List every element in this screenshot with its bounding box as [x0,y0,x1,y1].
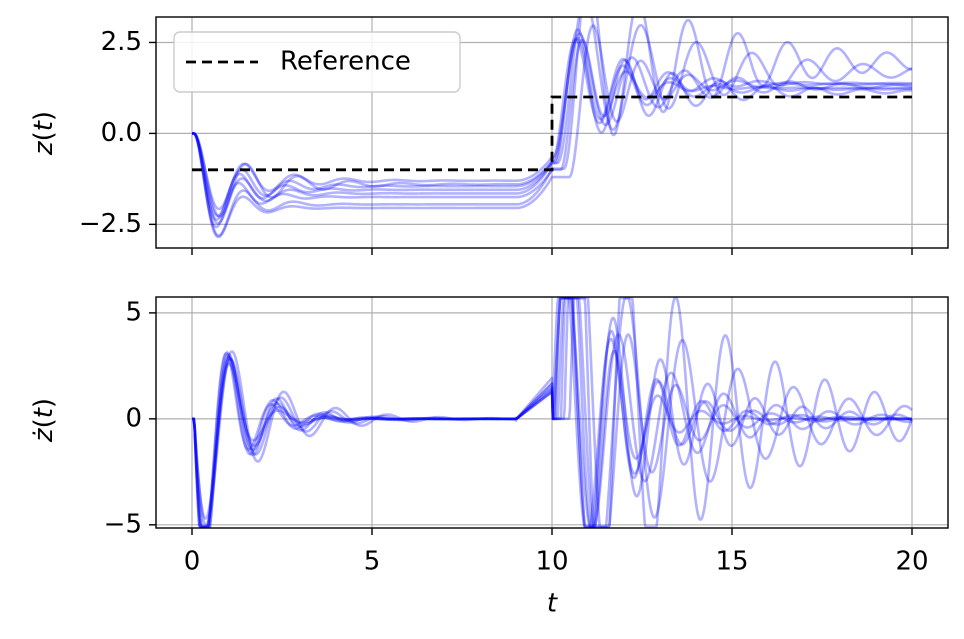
top-ticks: −2.5 0.0 2.5 [79,27,913,255]
y-label-paren-close: ) [29,111,59,121]
bottom-y-tick-label-1: 0 [125,403,142,433]
x-axis-label: t [547,589,558,619]
bottom-x-tick-label-2: 10 [535,547,568,577]
legend-box [173,31,461,93]
y-label-var: z [29,140,59,156]
bottom-run-line-0 [191,297,913,528]
bottom-x-tick-label-1: 5 [364,547,381,577]
y-label-paren-open: ( [29,418,59,428]
bottom-panel: 0 5 10 15 20−505 ż(t) t [29,296,949,619]
top-y-tick-label-0: −2.5 [79,209,142,239]
y-label-var: ż [29,427,59,443]
legend-reference-label: Reference [280,47,411,77]
bottom-run-line-4 [191,297,913,528]
bottom-x-tick-label-0: 0 [184,547,201,577]
bottom-grid [156,297,948,528]
top-panel: −2.5 0.0 2.5 z(t) Reference [29,16,949,255]
bottom-runs [191,297,914,528]
bottom-y-axis-label: ż(t) [29,398,59,443]
bottom-ticks: 0 5 10 15 20 −5 0 5 [104,297,929,576]
legend: Reference [173,31,461,93]
reference-line [192,95,912,172]
bottom-x-tick-label-3: 15 [715,547,748,577]
y-label-paren-close: ) [29,398,59,408]
top-run-line-0 [191,37,913,218]
top-run-line-7 [191,24,913,239]
top-y-tick-label-1: 0.0 [101,118,142,148]
bottom-x-tick-label-4: 20 [895,547,928,577]
bottom-run-line-5 [191,297,913,528]
bottom-run-line-2 [191,297,913,528]
bottom-y-tick-label-2: 5 [125,297,142,327]
bottom-y-tick-label-0: −5 [104,509,142,539]
top-y-axis-label: z(t) [29,111,59,156]
top-run-line-4 [191,17,913,225]
y-label-paren-open: ( [29,131,59,141]
bottom-run-line-6 [191,297,914,528]
y-label-arg: t [29,407,59,418]
y-label-arg: t [29,120,59,131]
bottom-run-line-7 [191,297,913,528]
bottom-run-line-1 [191,297,913,528]
top-y-tick-label-2: 2.5 [101,27,142,57]
bottom-run-line-3 [191,297,913,528]
top-run-line-2 [191,28,913,221]
